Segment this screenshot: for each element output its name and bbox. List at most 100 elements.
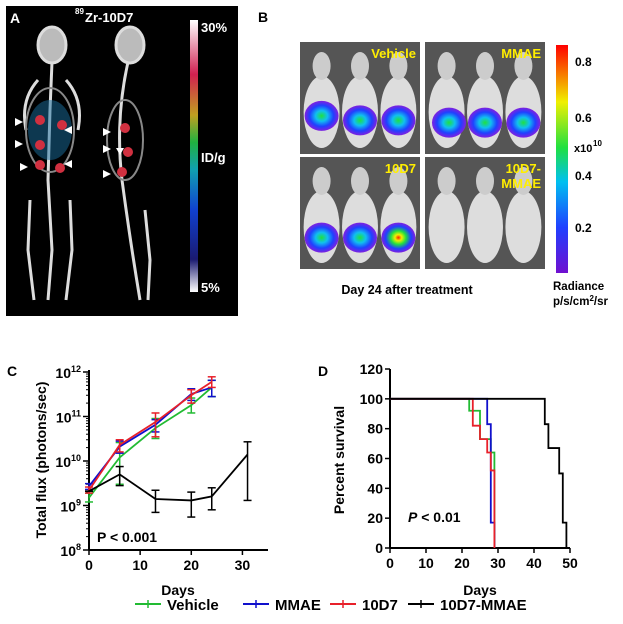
tumor-signal (343, 222, 377, 253)
colorbar-label: Radiance (553, 281, 604, 293)
colorbar-unit-label: ID/g (201, 150, 226, 165)
bioluminescence-image: 10D7 (300, 157, 420, 269)
x-tick-label: 50 (562, 555, 578, 571)
x-axis-label: Days (463, 582, 497, 598)
mouse-skeleton-front (23, 25, 81, 301)
colorbar-unit: p/s/cm2/sr (553, 294, 608, 308)
tumor-signal (506, 107, 541, 138)
mouse-head (351, 52, 369, 80)
x-tick-label: 10 (132, 557, 148, 573)
y-axis-label: Percent survival (331, 406, 347, 514)
colorbar-multiplier: x10 (574, 143, 592, 155)
tumor-signal (468, 107, 502, 138)
group-label: Vehicle (371, 46, 416, 61)
x-tick-label: 30 (235, 557, 251, 573)
colorbar-max-label: 30% (201, 20, 227, 35)
bioluminescence-image: MMAE (425, 42, 545, 154)
panel-d-letter: D (318, 363, 328, 379)
legend-item: 10D7 (330, 597, 398, 614)
y-tick-label: 1010 (55, 453, 81, 470)
colorbar-tick: 0.2 (575, 221, 592, 235)
panel-a-letter: A (10, 10, 20, 26)
y-tick-label: 100 (360, 391, 384, 407)
tumor-signal (381, 105, 416, 136)
y-tick-label: 20 (367, 510, 383, 526)
tumor-markers (35, 115, 133, 177)
x-tick-label: 40 (526, 555, 542, 571)
mouse-head (476, 167, 494, 195)
y-tick-label: 80 (367, 421, 383, 437)
series-10d7 (85, 376, 216, 494)
legend-label: Vehicle (167, 597, 219, 614)
mouse-head (312, 52, 331, 80)
p-value-annotation: P < 0.001 (97, 529, 157, 545)
x-axis-label: Days (161, 582, 195, 598)
colorbar-min-label: 5% (201, 280, 220, 295)
x-tick-label: 20 (454, 555, 470, 571)
survival-curve-10d7 (390, 397, 496, 548)
x-tick-label: 10 (418, 555, 434, 571)
mouse-body (505, 191, 542, 263)
legend-item: 10D7-MMAE (408, 597, 527, 614)
p-value-annotation: P < 0.01 (408, 509, 461, 525)
pet-colorbar (190, 20, 198, 292)
tumor-signal (432, 107, 466, 138)
mouse-body (428, 191, 465, 263)
legend-label: MMAE (275, 597, 321, 614)
arrowheads (15, 118, 124, 178)
group-label: MMAE (501, 46, 541, 61)
y-axis-label: Total flux (photons/sec) (33, 382, 49, 539)
bioluminescence-image: Vehicle (300, 42, 420, 154)
panel-b-caption: Day 24 after treatment (341, 283, 473, 297)
y-tick-label: 60 (367, 451, 383, 467)
series-line (88, 453, 249, 502)
colorbar-tick: 0.4 (575, 169, 592, 183)
panel-b-letter: B (258, 9, 268, 25)
x-tick-label: 0 (386, 555, 394, 571)
mouse-head (476, 52, 494, 80)
group-label: MMAE (501, 176, 541, 191)
tumor-signal (304, 100, 339, 131)
panel-a: A 89 Zr-10D7 30% ID/g 5% (6, 6, 238, 316)
legend-label: 10D7-MMAE (440, 597, 527, 614)
survival-curve-mmae (390, 397, 496, 548)
legend-label: 10D7 (362, 597, 398, 614)
tumor-signal (343, 105, 377, 136)
legend-item: Vehicle (135, 597, 219, 614)
y-tick-label: 40 (367, 480, 383, 496)
x-tick-label: 30 (490, 555, 506, 571)
mouse-head (389, 52, 408, 80)
radiance-colorbar (556, 45, 568, 273)
legend: Vehicle MMAE 10D7 10D7-MMAE (135, 597, 527, 614)
mouse-head (437, 167, 456, 195)
series-10d7-mmae (85, 441, 252, 518)
colorbar-tick: 0.8 (575, 55, 592, 69)
mouse-head (351, 167, 369, 195)
colorbar-exponent: 10 (593, 139, 602, 148)
mouse-head (437, 52, 456, 80)
survival-curve-vehicle (390, 397, 496, 548)
isotope-superscript: 89 (75, 7, 84, 16)
tumor-signal (304, 222, 339, 253)
panel-a-title: Zr-10D7 (85, 10, 133, 25)
panel-d: D 0 20 40 60 80 100 120 0 10 20 30 40 50 P < 0.01 Da… (318, 361, 578, 598)
group-label: 10D7- (506, 161, 541, 176)
y-tick-label: 1012 (55, 364, 81, 381)
mouse-head (389, 167, 408, 195)
mouse-skeleton-side (106, 25, 152, 301)
y-tick-label: 120 (360, 361, 384, 377)
mouse-body (467, 191, 503, 263)
bioluminescence-image: 10D7-MMAE (425, 157, 545, 269)
series-vehicle (85, 379, 216, 503)
legend-item: MMAE (243, 597, 321, 614)
x-tick-label: 20 (183, 557, 199, 573)
y-tick-label: 0 (375, 540, 383, 556)
series-mmae (85, 379, 216, 491)
y-tick-label: 108 (60, 542, 81, 559)
panel-c-letter: C (7, 363, 17, 379)
y-tick-label: 109 (60, 498, 81, 515)
